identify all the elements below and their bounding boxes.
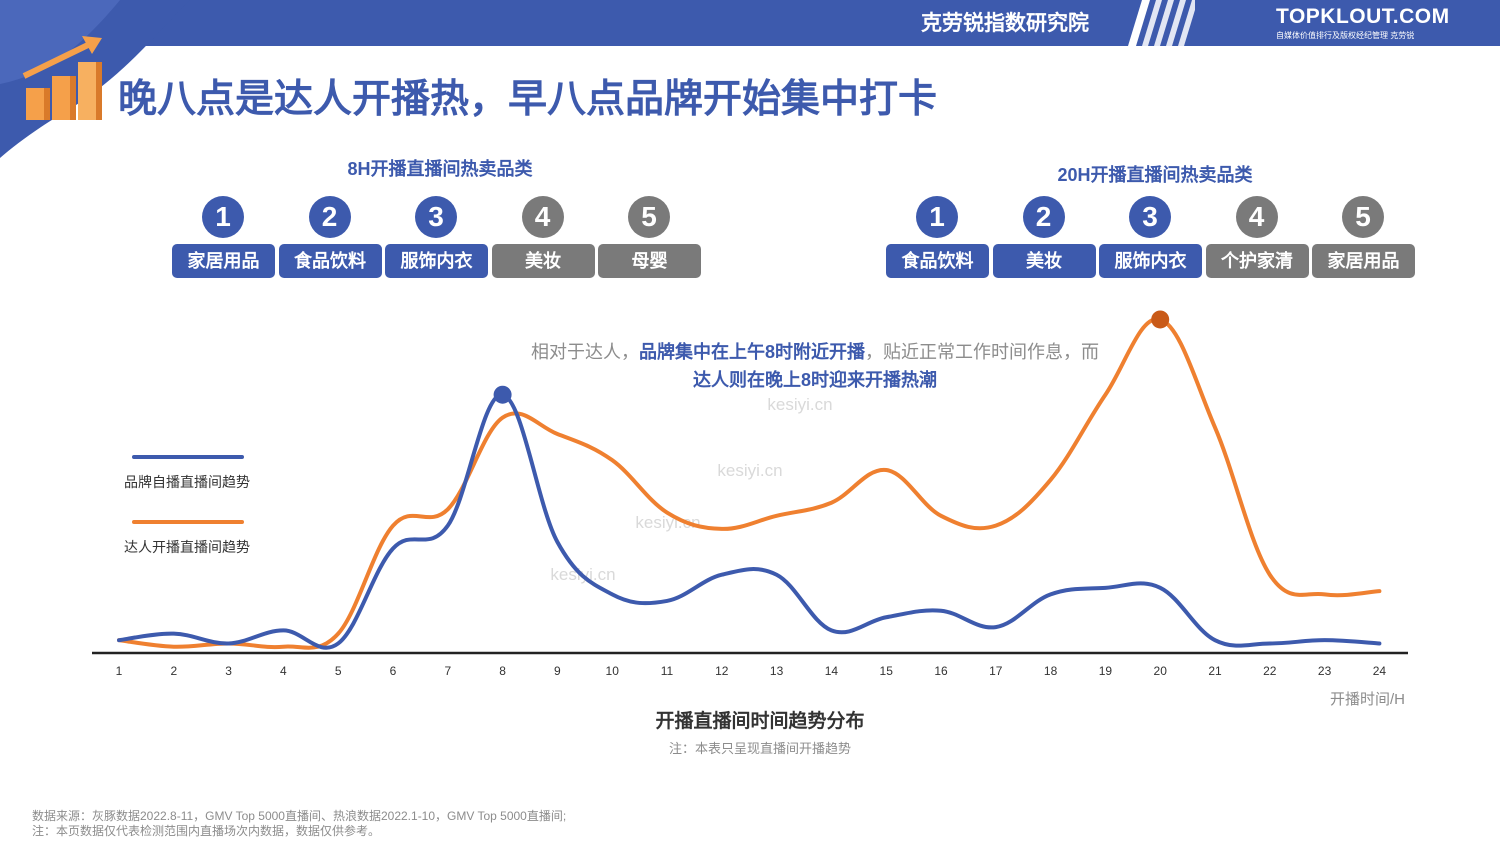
- x-tick-label: 21: [1208, 664, 1222, 678]
- chart-title: 开播直播间时间趋势分布: [655, 711, 865, 732]
- category-label: 家居用品: [1312, 244, 1415, 278]
- x-tick-label: 23: [1318, 664, 1332, 678]
- watermark-text: kesiyi.cn: [635, 513, 700, 532]
- rank-number: 4: [1235, 196, 1278, 238]
- brand-block: [1195, 0, 1500, 46]
- x-tick-label: 17: [989, 664, 1003, 678]
- x-tick-label: 12: [715, 664, 729, 678]
- x-tick-label: 20: [1154, 664, 1168, 678]
- x-tick-label: 18: [1044, 664, 1058, 678]
- annotation-text-2: ，贴近正常工作时间作息，而: [865, 342, 1099, 362]
- x-tick-label: 7: [444, 664, 451, 678]
- rank-number: 2: [1022, 196, 1065, 238]
- x-tick-label: 9: [554, 664, 561, 678]
- annotation-highlight-2: 达人则在晚上8时迎来开播热潮: [692, 370, 937, 390]
- highlight-point: [1151, 310, 1170, 329]
- series-line-brand: [117, 392, 1382, 650]
- x-tick-label: 11: [661, 664, 674, 678]
- brand-logo-text: TOPKLOUT.COM: [1276, 5, 1450, 28]
- legend-label-creator: 达人开播直播间趋势: [124, 539, 250, 555]
- category-label: 美妆: [992, 244, 1096, 278]
- x-tick-label: 3: [225, 664, 232, 678]
- category-label: 母婴: [598, 244, 701, 278]
- chart-note: 注：本表只呈现直播间开播趋势: [668, 741, 851, 756]
- x-tick-label: 5: [335, 664, 342, 678]
- annotation-highlight-1: 品牌集中在上午8时附近开播: [638, 342, 865, 362]
- brand-tagline: 自媒体价值排行及版权经纪管理 克劳锐: [1276, 31, 1415, 40]
- x-tick-label: 4: [280, 664, 287, 678]
- group-title-20h: 20H开播直播间热卖品类: [1057, 165, 1253, 185]
- rank-number: 5: [1342, 196, 1384, 238]
- x-tick-label: 6: [390, 664, 397, 678]
- series-line-creator: [117, 317, 1382, 650]
- rank-number: 5: [628, 196, 670, 238]
- x-tick-label: 15: [880, 664, 894, 678]
- watermark-text: kesiyi.cn: [767, 395, 832, 414]
- x-tick-label: 2: [170, 664, 177, 678]
- x-tick-label: 16: [934, 664, 948, 678]
- x-tick-label: 13: [770, 664, 784, 678]
- category-label: 服饰内衣: [385, 244, 488, 278]
- legend-label-brand: 品牌自播直播间趋势: [124, 474, 250, 490]
- annotation-text-1: 相对于达人，: [530, 342, 639, 362]
- legend-swatch-creator: [132, 520, 244, 524]
- category-label: 个护家清: [1205, 244, 1309, 278]
- rank-number: 2: [308, 196, 351, 238]
- x-tick-label: 24: [1373, 664, 1387, 678]
- highlight-point: [493, 385, 512, 404]
- category-label: 美妆: [491, 244, 595, 278]
- x-tick-label: 19: [1099, 664, 1113, 678]
- x-axis-label: 开播时间/H: [1329, 691, 1405, 708]
- header-stripes-decoration: [1128, 0, 1198, 46]
- x-tick-label: 22: [1263, 664, 1277, 678]
- rank-number: 3: [415, 196, 457, 238]
- rank-number: 3: [1129, 196, 1171, 238]
- group-title-8h: 8H开播直播间热卖品类: [347, 159, 533, 179]
- category-label: 家居用品: [172, 244, 275, 278]
- category-label: 食品饮料: [886, 244, 989, 278]
- chart-annotation: 相对于达人，品牌集中在上午8时附近开播，贴近正常工作时间作息，而达人则在晚上8时…: [530, 338, 1100, 394]
- x-tick-label: 10: [606, 664, 620, 678]
- legend-swatch-brand: [132, 455, 244, 459]
- rank-number: 4: [521, 196, 564, 238]
- x-tick-label: 8: [499, 664, 506, 678]
- rank-number: 1: [916, 196, 958, 238]
- disclaimer-footnote: 注：本页数据仅代表检测范围内直播场次内数据，数据仅供参考。: [32, 824, 381, 838]
- growth-chart-icon: [22, 36, 102, 120]
- watermark-text: kesiyi.cn: [717, 461, 782, 480]
- x-tick-label: 1: [116, 664, 123, 678]
- org-name: 克劳锐指数研究院: [921, 12, 1089, 35]
- category-label: 服饰内衣: [1099, 244, 1202, 278]
- x-tick-label: 14: [825, 664, 839, 678]
- category-label: 食品饮料: [278, 244, 382, 278]
- rank-number: 1: [202, 196, 244, 238]
- data-source-footnote: 数据来源：灰豚数据2022.8-11，GMV Top 5000直播间、热浪数据2…: [32, 809, 567, 823]
- page-title: 晚八点是达人开播热，早八点品牌开始集中打卡: [118, 78, 938, 121]
